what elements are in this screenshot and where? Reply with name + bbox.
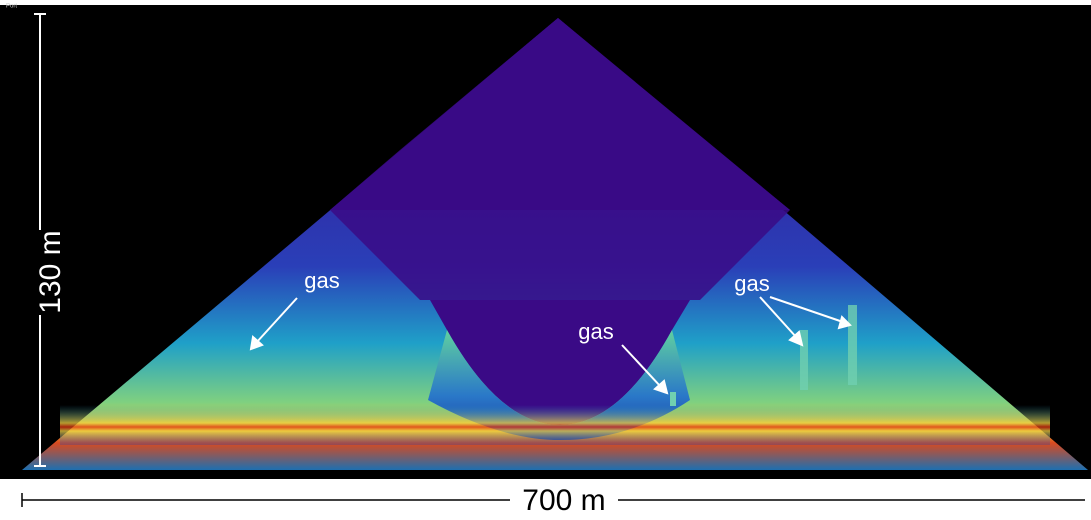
- seabed-band: [60, 405, 1050, 445]
- gas-label: gas: [734, 271, 769, 296]
- gas-plume: [848, 305, 857, 385]
- gas-label: gas: [578, 319, 613, 344]
- gas-label: gas: [304, 268, 339, 293]
- port-label: Port: [6, 4, 17, 10]
- gas-plume: [670, 392, 676, 406]
- height-label: 130 m: [34, 230, 67, 313]
- width-label: 700 m: [522, 484, 605, 517]
- sonar-view: Port 130 m gas gas gas 700 m: [0, 0, 1091, 520]
